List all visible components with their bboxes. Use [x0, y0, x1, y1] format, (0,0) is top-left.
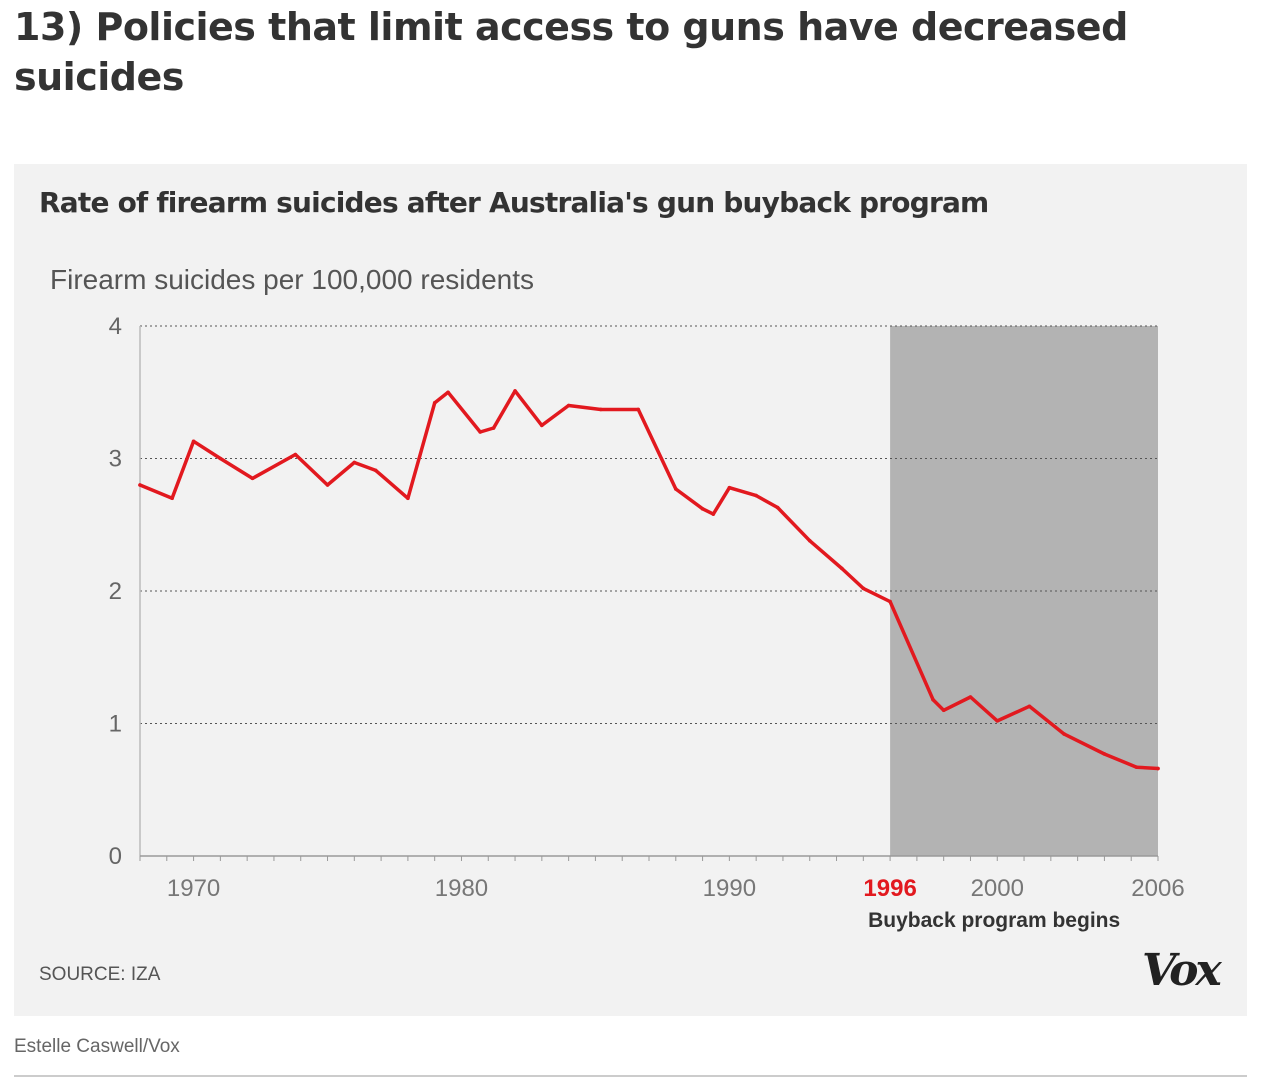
x-tick-label: 1980 [435, 875, 488, 902]
y-tick-label: 0 [109, 843, 122, 870]
data-point [540, 423, 544, 428]
chart-title: Rate of firearm suicides after Australia… [39, 186, 989, 219]
data-point [1134, 765, 1139, 770]
source-note: SOURCE: IZA [39, 964, 161, 985]
y-tick-label: 1 [109, 711, 122, 738]
buyback-period-band [890, 326, 1158, 856]
data-point [138, 483, 142, 487]
chart-card: Rate of firearm suicides after Australia… [14, 164, 1247, 1016]
data-point [673, 487, 678, 491]
data-point [325, 483, 330, 487]
data-point [1156, 766, 1160, 771]
y-tick-label: 3 [109, 446, 122, 473]
data-point [1062, 732, 1067, 736]
data-point [861, 586, 866, 591]
data-point [775, 505, 780, 510]
data-point [218, 456, 223, 461]
data-point [727, 485, 732, 490]
buyback-annotation: Buyback program begins [868, 909, 1120, 932]
data-point [931, 697, 935, 702]
article-headline: 13) Policies that limit access to guns h… [14, 5, 1128, 99]
data-point [700, 507, 705, 511]
data-point [968, 695, 973, 699]
divider [14, 1075, 1247, 1077]
data-point [250, 476, 255, 481]
data-point [191, 439, 196, 444]
data-point [491, 426, 496, 430]
data-point [1027, 704, 1032, 709]
y-tick-label: 4 [109, 313, 122, 340]
data-point [598, 407, 603, 412]
data-point [513, 389, 517, 393]
x-tick-label: 2006 [1131, 875, 1184, 902]
line-chart: 0 1 2 3 4 1970 1980 1990 1996 2000 2006 Buyback pro… [109, 313, 1185, 932]
vox-logo: Vox [1142, 945, 1222, 996]
x-tick-label: 2000 [971, 875, 1024, 902]
x-tick-label-highlight: 1996 [863, 875, 916, 902]
data-point [711, 512, 716, 516]
data-point [840, 566, 844, 571]
data-point [170, 496, 174, 501]
data-point [293, 452, 298, 457]
data-point [807, 538, 812, 543]
data-point [373, 468, 378, 473]
x-tick-label: 1970 [167, 875, 220, 902]
image-credit: Estelle Caswell/Vox [14, 1036, 180, 1057]
data-point [995, 719, 1000, 723]
data-point [446, 390, 450, 395]
data-point [1102, 752, 1107, 756]
y-tick-label: 2 [109, 578, 122, 605]
data-point [406, 496, 410, 501]
data-point [754, 493, 758, 498]
data-point [352, 460, 357, 465]
y-axis-label: Firearm suicides per 100,000 residents [50, 264, 535, 295]
series-line [138, 389, 1160, 771]
data-point [941, 708, 946, 713]
data-point [636, 407, 641, 412]
data-point [566, 403, 571, 408]
x-tick-label: 1990 [703, 875, 756, 902]
data-point [478, 430, 483, 434]
data-point [432, 401, 437, 405]
data-point [888, 599, 892, 604]
